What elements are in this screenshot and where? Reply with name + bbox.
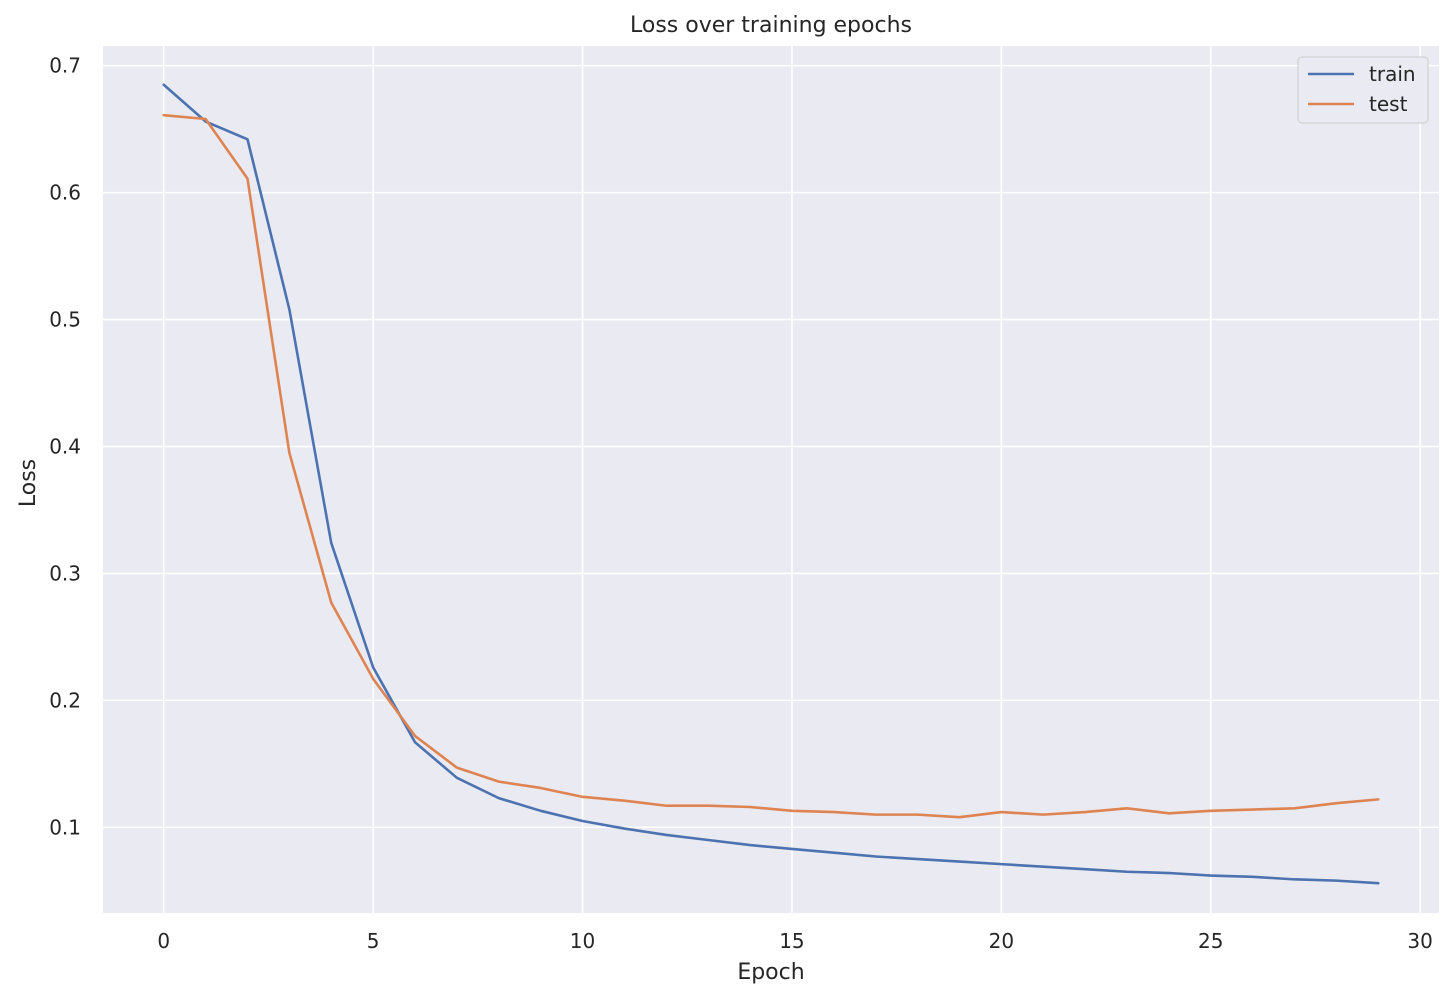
x-tick-label-15: 15	[779, 929, 804, 953]
grid	[103, 46, 1439, 913]
y-tick-label-0.2: 0.2	[49, 688, 81, 712]
legend-label-test: test	[1369, 92, 1408, 116]
y-tick-label-0.1: 0.1	[49, 815, 81, 839]
x-tick-label-25: 25	[1198, 929, 1223, 953]
y-tick-label-0.5: 0.5	[49, 308, 81, 332]
x-axis-label: Epoch	[737, 960, 804, 985]
legend-label-train: train	[1369, 62, 1416, 86]
y-tick-label-0.3: 0.3	[49, 561, 81, 585]
y-tick-label-0.7: 0.7	[49, 54, 81, 78]
x-tick-label-20: 20	[989, 929, 1014, 953]
series-layer	[162, 83, 1380, 885]
legend: train test	[1297, 56, 1429, 124]
series-line-test	[162, 113, 1380, 819]
x-tick-label-10: 10	[570, 929, 595, 953]
y-tick-labels: 0.1 0.2 0.3 0.4 0.5 0.6 0.7	[49, 54, 81, 840]
x-tick-label-5: 5	[367, 929, 380, 953]
x-tick-labels: 0 5 10 15 20 25 30	[157, 929, 1433, 953]
y-tick-label-0.6: 0.6	[49, 181, 81, 205]
x-tick-label-30: 30	[1407, 929, 1432, 953]
chart-title: Loss over training epochs	[630, 13, 912, 38]
y-axis-label: Loss	[16, 459, 41, 507]
plot-background	[103, 46, 1439, 913]
x-tick-label-0: 0	[157, 929, 170, 953]
series-line-train	[162, 83, 1380, 885]
y-tick-label-0.4: 0.4	[49, 434, 81, 458]
